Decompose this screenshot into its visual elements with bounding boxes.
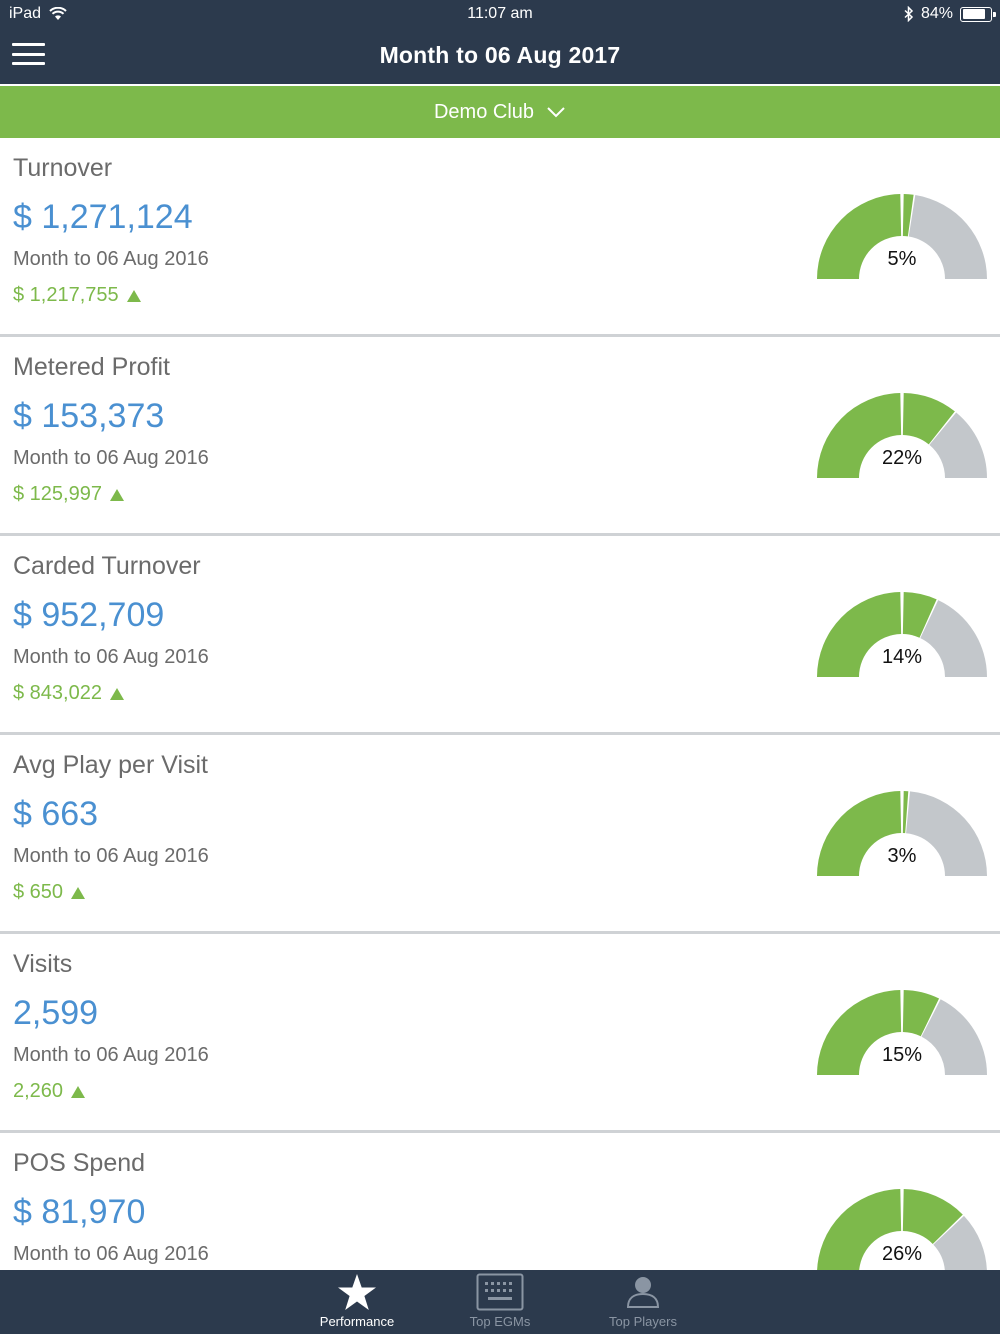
gauge-base-segment [817, 194, 902, 279]
metric-name: Visits [13, 950, 73, 978]
battery-percent: 84% [920, 5, 953, 22]
page-title: Month to 06 Aug 2017 [379, 42, 621, 68]
metric-previous-row: $ 1,217,755 [13, 284, 141, 307]
metric-name: Metered Profit [13, 353, 171, 381]
gauge-percent-label: 22% [881, 447, 923, 469]
gauge-percent-label: 14% [881, 646, 923, 668]
gauge-change-segment [902, 393, 955, 445]
metric-previous-value: $ 125,997 [13, 483, 102, 505]
metric-value: 2,599 [13, 994, 99, 1032]
gauge-percent-label: 5% [887, 248, 917, 270]
gauge-remainder-segment [920, 600, 987, 677]
gauge-change-segment [902, 592, 937, 638]
gauge-remainder-segment [908, 195, 987, 279]
metric-period: Month to 06 Aug 2016 [13, 447, 209, 469]
metric-previous-row: $ 843,022 [13, 682, 124, 705]
metric-previous-row: $ 650 [13, 881, 86, 904]
gauge-remainder-segment [906, 791, 987, 876]
gauge-change-segment [902, 791, 909, 834]
gauge-base-segment [817, 990, 902, 1075]
metric-list[interactable]: Turnover $ 1,271,124 Month to 06 Aug 2016 $… [0, 138, 1000, 1270]
metric-value: $ 663 [13, 795, 99, 833]
metric-previous-value: $ 650 [13, 881, 64, 903]
metric-gauge [817, 393, 987, 478]
gauge-change-segment [902, 194, 914, 237]
gauge-percent-label: 26% [881, 1243, 923, 1265]
metric-gauge [817, 990, 987, 1075]
gauge-percent-label: 3% [887, 845, 917, 867]
device-name: iPad [9, 5, 42, 22]
metric-period: Month to 06 Aug 2016 [13, 646, 209, 668]
metric-name: Carded Turnover [13, 552, 201, 580]
club-selector-label: Demo Club [433, 100, 535, 123]
tab-bar: Performance Top EGMs Top Players [0, 1270, 1000, 1334]
metric-previous-row: $ 125,997 [13, 483, 124, 506]
metric-card[interactable]: Visits 2,599 Month to 06 Aug 2016 2,260 15% [0, 934, 1000, 1133]
gauge-base-segment [817, 592, 902, 677]
metric-card[interactable]: Avg Play per Visit $ 663 Month to 06 Aug 2… [0, 735, 1000, 934]
person-icon [626, 1277, 660, 1308]
club-selector[interactable]: Demo Club [0, 86, 1000, 138]
metric-name: POS Spend [13, 1149, 146, 1177]
bluetooth-icon [904, 6, 914, 22]
battery-icon [960, 6, 996, 22]
status-left: iPad [9, 5, 67, 23]
gauge-percent-label: 15% [881, 1044, 923, 1066]
tab-top-players-label: Top Players [609, 1314, 677, 1329]
metric-name: Turnover [13, 154, 113, 182]
metric-value: $ 1,271,124 [13, 198, 193, 236]
metric-gauge [817, 194, 987, 279]
metric-value: $ 153,373 [13, 397, 165, 435]
metric-previous-value: $ 1,217,755 [13, 284, 119, 306]
arrow-up-icon [126, 289, 141, 302]
metric-card[interactable]: POS Spend $ 81,970 Month to 06 Aug 2016 26% [0, 1133, 1000, 1270]
gauge-base-segment [817, 393, 902, 478]
metric-card[interactable]: Turnover $ 1,271,124 Month to 06 Aug 2016 $… [0, 138, 1000, 337]
keyboard-icon [476, 1273, 524, 1311]
metric-previous-row: 2,260 [13, 1080, 86, 1103]
chevron-down-icon [547, 107, 565, 118]
tab-top-egms[interactable]: Top EGMs [430, 1270, 570, 1334]
arrow-up-icon [71, 1085, 86, 1098]
nav-bar: Month to 06 Aug 2017 [0, 28, 1000, 84]
metric-gauge [817, 592, 987, 677]
wifi-icon [49, 7, 67, 20]
metric-gauge [817, 1189, 987, 1270]
metric-name: Avg Play per Visit [13, 751, 209, 779]
metric-period: Month to 06 Aug 2016 [13, 248, 209, 270]
gauge-remainder-segment [921, 999, 987, 1075]
metric-card[interactable]: Carded Turnover $ 952,709 Month to 06 Aug … [0, 536, 1000, 735]
tab-performance-label: Performance [319, 1314, 395, 1329]
arrow-up-icon [71, 886, 86, 899]
star-icon [338, 1274, 376, 1310]
gauge-change-segment [902, 990, 940, 1037]
gauge-change-segment [902, 1189, 963, 1244]
gauge-remainder-segment [933, 1215, 987, 1270]
metric-value: $ 952,709 [13, 596, 165, 634]
metric-period: Month to 06 Aug 2016 [13, 1044, 209, 1066]
tab-performance[interactable]: Performance [287, 1270, 427, 1334]
tab-top-players[interactable]: Top Players [573, 1270, 713, 1334]
gauge-base-segment [817, 1189, 902, 1270]
status-bar: iPad 11:07 am 84% [0, 0, 1000, 28]
arrow-up-icon [109, 488, 124, 501]
metric-value: $ 81,970 [13, 1193, 146, 1231]
hamburger-menu-icon[interactable] [12, 43, 45, 67]
metric-previous-value: 2,260 [13, 1080, 64, 1102]
metric-card[interactable]: Metered Profit $ 153,373 Month to 06 Aug 2… [0, 337, 1000, 536]
metric-period: Month to 06 Aug 2016 [13, 1243, 209, 1265]
metric-previous-value: $ 843,022 [13, 682, 102, 704]
gauge-remainder-segment [929, 412, 987, 478]
tab-top-egms-label: Top EGMs [469, 1314, 531, 1329]
arrow-up-icon [109, 687, 124, 700]
gauge-base-segment [817, 791, 902, 876]
metric-gauge [817, 791, 987, 876]
status-time: 11:07 am [467, 5, 533, 22]
metric-period: Month to 06 Aug 2016 [13, 845, 209, 867]
status-right: 84% [904, 5, 996, 23]
